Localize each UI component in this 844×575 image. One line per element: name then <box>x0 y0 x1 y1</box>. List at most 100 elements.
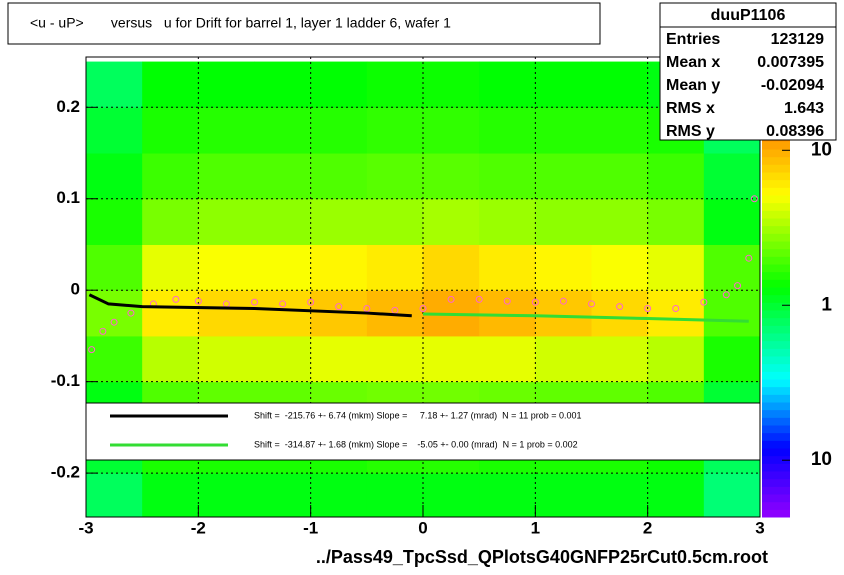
heat-cell <box>254 198 312 245</box>
palette-cell <box>762 317 790 326</box>
heat-cell <box>86 244 143 291</box>
x-tick-label: -1 <box>303 518 318 537</box>
heat-cell <box>647 153 705 200</box>
palette-cell <box>762 471 790 480</box>
stats-label: Mean x <box>666 54 720 71</box>
heat-cell <box>535 290 592 337</box>
x-tick-label: 2 <box>643 518 652 537</box>
heat-cell <box>142 107 199 154</box>
x-tick-label: 3 <box>755 518 764 537</box>
palette-cell <box>762 210 790 219</box>
fit-line <box>422 312 749 323</box>
heat-cell <box>366 198 424 245</box>
heat-cell <box>647 244 705 291</box>
palette-cell <box>762 156 790 165</box>
profile-point <box>419 304 427 312</box>
heat-cell <box>142 244 199 291</box>
palette-cell <box>762 141 790 150</box>
plot-title: <u - uP> versus u for Drift for barrel 1… <box>30 15 451 31</box>
heat-cell <box>535 244 592 291</box>
heat-cell <box>591 198 649 245</box>
heat-cell <box>479 244 536 291</box>
stats-box <box>659 2 837 141</box>
heat-cell <box>86 153 143 200</box>
palette-cell <box>762 402 790 411</box>
heat-cell <box>198 335 255 383</box>
palette-cell <box>762 172 790 181</box>
palette-cell <box>762 179 790 188</box>
heat-cell <box>198 198 255 245</box>
heat-cell <box>423 335 480 383</box>
heat-cell <box>479 290 536 337</box>
palette-cell <box>762 356 790 365</box>
palette-cell <box>762 325 790 334</box>
legend-entry: Shift = -314.87 +- 1.68 (mkm) Slope = -5… <box>254 439 578 449</box>
palette-cell <box>762 509 790 518</box>
heat-cell <box>535 153 592 200</box>
profile-point <box>616 303 624 311</box>
palette-cell <box>762 386 790 395</box>
heat-cell <box>423 107 480 154</box>
heat-cell <box>479 153 536 200</box>
heat-cell <box>142 198 199 245</box>
stats-value: 0.08396 <box>766 123 824 140</box>
palette-cell <box>762 448 790 457</box>
heat-cell <box>142 335 199 383</box>
heat-cell <box>198 107 255 154</box>
profile-point <box>700 298 708 306</box>
profile-point <box>307 298 315 306</box>
palette-cell <box>762 248 790 257</box>
palette-cell <box>762 202 790 211</box>
heat-cell <box>310 473 368 517</box>
profile-point <box>745 254 753 262</box>
palette-cell <box>762 218 790 227</box>
profile-point <box>127 309 135 317</box>
heat-cell <box>591 244 649 291</box>
heat-cell <box>479 61 536 108</box>
palette-cell <box>762 501 790 510</box>
heat-cell <box>86 61 143 108</box>
profile-point <box>644 304 652 312</box>
heat-cell <box>254 61 312 108</box>
heat-cell <box>591 153 649 200</box>
palette-cell <box>762 264 790 273</box>
heat-cell <box>254 290 312 337</box>
profile-point <box>251 298 258 306</box>
palette-cell <box>762 371 790 380</box>
palette-cell <box>762 432 790 441</box>
heat-cell <box>647 335 705 383</box>
heatmap <box>86 61 760 517</box>
heat-cell <box>423 61 480 108</box>
palette-cell <box>762 294 790 303</box>
x-tick-label: -2 <box>191 518 206 537</box>
palette-cell <box>762 225 790 234</box>
heat-cell <box>703 290 760 337</box>
palette-label: 10 <box>811 139 832 160</box>
heat-cell <box>254 335 312 383</box>
palette-cell <box>762 417 790 426</box>
profile-point <box>172 295 180 303</box>
heat-cell <box>591 61 649 108</box>
profile-point <box>447 295 455 303</box>
legend-entry: Shift = -215.76 +- 6.74 (mkm) Slope = 7.… <box>254 410 582 420</box>
heat-cell <box>86 198 143 245</box>
heat-cell <box>535 335 592 383</box>
palette-cell <box>762 440 790 449</box>
palette-label: 1 <box>821 294 832 315</box>
heat-cell <box>423 198 480 245</box>
profile-point <box>750 195 758 203</box>
palette-cell <box>762 409 790 418</box>
heat-cell <box>703 335 760 383</box>
profile-point <box>722 291 730 299</box>
heat-cell <box>254 244 312 291</box>
profile-point <box>531 298 539 306</box>
palette-cell <box>762 164 790 173</box>
palette-cell <box>762 379 790 388</box>
palette-cell <box>762 287 790 296</box>
heat-cell <box>647 473 705 517</box>
palette-cell <box>762 455 790 464</box>
palette-cell <box>762 425 790 434</box>
heat-cell <box>423 153 480 200</box>
heat-cell <box>703 244 760 291</box>
